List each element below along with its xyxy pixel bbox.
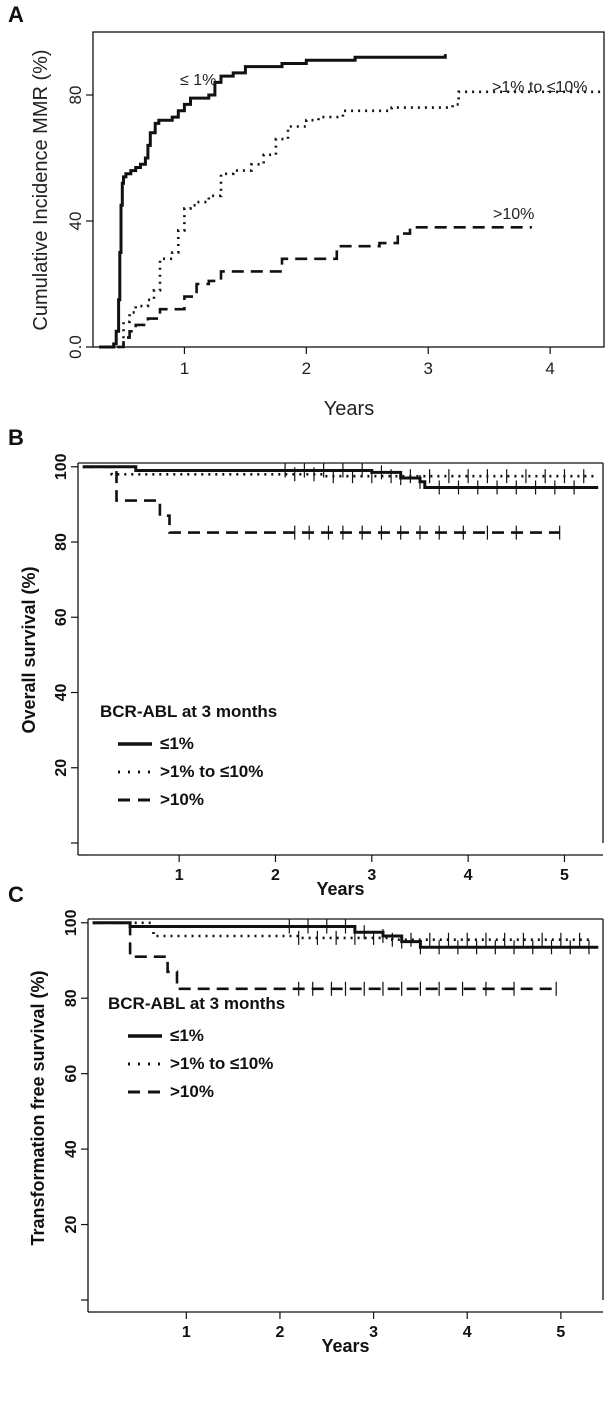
panel-c-legend-entry: >1% to ≤10% [170,1054,273,1073]
panel-a-x-axis-label: Years [324,398,374,420]
panel-b-x-axis-label: Years [316,879,364,899]
panel-b-series-line [82,465,560,534]
panel-a-y-tick-label: 80 [66,86,85,105]
panel-a-x-tick-label: 1 [180,359,189,378]
panel-b-legend-entry: ≤1% [160,734,194,753]
panel-a-y-axis-label: Cumulative Incidence MMR (%) [30,49,52,330]
panel-a: 1 2 3 4 0.0 40 80 Years Cumulative Incidence MMR… [30,31,605,420]
panel-b-x-tick-label: 1 [175,867,184,884]
panel-c-y-tick-label: 100 [63,909,80,936]
panel-b-letter: B [8,425,24,450]
panel-b-y-tick-label: 80 [53,533,70,551]
panel-a-series-line [117,226,532,349]
panel-a-x-tick-label: 3 [424,359,433,378]
panel-c-x-tick-label: 4 [463,1324,472,1341]
panel-b-legend-entry: >10% [160,790,204,809]
panel-c-legend-entry: >10% [170,1082,214,1101]
panel-c-y-tick-label: 60 [63,1065,80,1083]
panel-a-x-tick-label: 4 [545,359,554,378]
panel-c-y-axis-label: Transformation free survival (%) [28,970,48,1245]
panel-a-series-line [111,90,605,349]
panel-c-x-tick-label: 2 [276,1324,285,1341]
panel-b-y-tick-label: 60 [53,608,70,626]
panel-c-legend-entry: ≤1% [170,1026,204,1045]
panel-a-series-label: ≤ 1% [180,72,216,89]
panel-b-x-tick-label: 2 [271,867,280,884]
panel-a-series-line [99,54,447,349]
panel-b-y-tick-label: 100 [53,453,70,480]
panel-c-legend-title: BCR-ABL at 3 months [108,994,285,1013]
panel-b-x-tick-label: 5 [560,867,569,884]
panel-b-y-axis-label: Overall survival (%) [19,566,39,733]
panel-c-y-tick-label: 20 [63,1216,80,1234]
panel-c-x-tick-label: 1 [182,1324,191,1341]
panel-b-legend-title: BCR-ABL at 3 months [100,702,277,721]
panel-b-legend-entry: >1% to ≤10% [160,762,263,781]
panel-c-series-line [92,921,557,991]
panel-b-series-line [82,465,599,478]
panel-c: 1 2 3 4 5 20 40 60 80 100 Years Transformation free… [28,909,604,1356]
panel-c-x-tick-label: 3 [369,1324,378,1341]
panel-c-x-axis-label: Years [321,1336,369,1356]
panel-b-x-tick-label: 3 [367,867,376,884]
panel-a-y-tick-label: 0.0 [66,335,85,359]
panel-b: 1 2 3 4 5 20 40 60 80 100 Years Overall survival (%… [19,453,604,899]
panel-b-y-tick-label: 40 [53,684,70,702]
panel-a-x-tick-label: 2 [302,359,311,378]
panel-c-y-tick-label: 80 [63,989,80,1007]
panel-a-series-label: >1% to ≤10% [492,79,588,96]
panel-c-y-tick-label: 40 [63,1140,80,1158]
panel-a-y-tick-label: 40 [66,212,85,231]
panel-b-x-tick-label: 4 [464,867,473,884]
panel-a-series-label: >10% [493,206,534,223]
panel-a-plot-frame [92,31,605,348]
panel-b-y-tick-label: 20 [53,759,70,777]
panel-c-letter: C [8,882,24,907]
panel-a-letter: A [8,2,24,27]
panel-c-x-tick-label: 5 [556,1324,565,1341]
